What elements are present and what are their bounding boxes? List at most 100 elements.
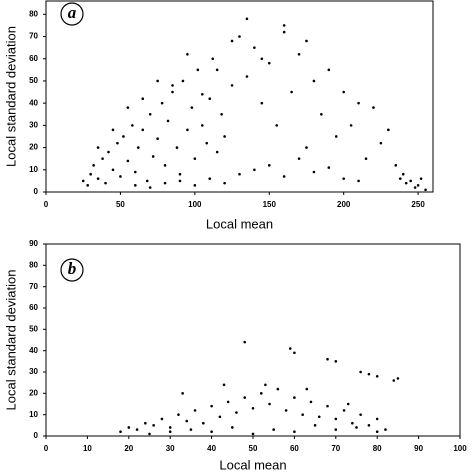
point	[253, 168, 256, 172]
y-tick-label: 40	[29, 346, 38, 355]
point	[367, 372, 371, 376]
y-tick-label: 30	[29, 120, 38, 129]
x-tick-label: 0	[44, 200, 49, 209]
point	[193, 409, 197, 412]
point	[284, 409, 288, 412]
point	[193, 157, 197, 160]
point	[126, 106, 130, 109]
point	[267, 61, 271, 65]
point	[202, 421, 205, 425]
x-tick-label: 100	[453, 444, 467, 453]
point	[334, 360, 338, 363]
point	[86, 184, 89, 187]
point	[387, 128, 390, 132]
point	[126, 159, 130, 163]
x-tick-label: 50	[116, 200, 125, 209]
point	[215, 68, 219, 72]
point	[222, 383, 226, 387]
point	[185, 419, 189, 423]
y-tick-label: 60	[29, 303, 38, 312]
point	[379, 141, 383, 145]
point	[89, 172, 92, 176]
y-tick-label: 10	[29, 165, 38, 174]
point	[156, 79, 159, 83]
y-axis-label: Local standard deviation	[3, 270, 18, 411]
point	[178, 172, 182, 176]
point	[119, 430, 122, 434]
point	[384, 428, 387, 431]
x-tick-label: 20	[124, 444, 133, 453]
point	[220, 112, 223, 116]
point	[357, 101, 360, 105]
point	[205, 141, 209, 145]
point	[293, 396, 296, 399]
y-tick-label: 20	[29, 143, 38, 152]
point	[145, 179, 149, 183]
point	[135, 428, 139, 431]
point	[178, 179, 182, 183]
y-tick-label: 60	[29, 54, 38, 63]
point	[230, 39, 234, 43]
y-tick-label: 80	[29, 9, 38, 18]
point	[282, 175, 286, 178]
x-tick-label: 150	[263, 200, 277, 209]
point	[151, 155, 155, 158]
y-tick-label: 70	[29, 282, 38, 291]
point	[163, 181, 167, 185]
point	[290, 90, 293, 94]
y-axis-label: Local standard deviation	[3, 26, 18, 167]
point	[351, 421, 354, 425]
point	[392, 379, 396, 382]
y-tick-label: 0	[34, 187, 39, 196]
point	[127, 426, 131, 429]
point	[309, 400, 313, 404]
point	[394, 164, 398, 167]
point	[320, 112, 323, 116]
point	[342, 409, 346, 412]
y-tick-label: 10	[29, 410, 38, 419]
point	[226, 400, 230, 404]
x-tick-label: 0	[44, 444, 49, 453]
y-tick-label: 30	[29, 367, 38, 376]
point	[276, 387, 280, 391]
point	[141, 97, 145, 101]
x-axis-label: Local mean	[219, 457, 286, 472]
point	[375, 374, 379, 378]
point	[238, 35, 241, 38]
x-tick-label: 80	[373, 444, 382, 453]
point	[111, 128, 115, 132]
point	[116, 141, 119, 145]
point	[264, 383, 267, 387]
y-tick-label: 50	[29, 324, 38, 333]
point	[190, 106, 194, 109]
point	[375, 417, 379, 421]
point	[175, 146, 179, 149]
point	[189, 428, 193, 431]
panel-label: a	[68, 3, 77, 22]
point	[334, 428, 338, 431]
point	[268, 402, 271, 406]
point	[305, 39, 308, 43]
point	[409, 179, 412, 183]
point	[413, 186, 417, 189]
point	[355, 426, 358, 429]
panel-label: b	[68, 259, 77, 278]
point	[215, 150, 219, 154]
point	[327, 68, 331, 72]
point	[342, 177, 345, 180]
point	[401, 172, 405, 176]
point	[357, 179, 360, 183]
point	[317, 415, 321, 419]
point	[293, 351, 296, 355]
point	[168, 430, 172, 434]
point	[119, 175, 122, 178]
point	[122, 135, 125, 138]
point	[152, 424, 155, 427]
point	[305, 146, 308, 149]
point	[312, 79, 316, 83]
point	[210, 404, 213, 408]
point	[223, 181, 226, 185]
point	[156, 137, 159, 140]
x-tick-label: 40	[207, 444, 216, 453]
point	[210, 430, 213, 434]
